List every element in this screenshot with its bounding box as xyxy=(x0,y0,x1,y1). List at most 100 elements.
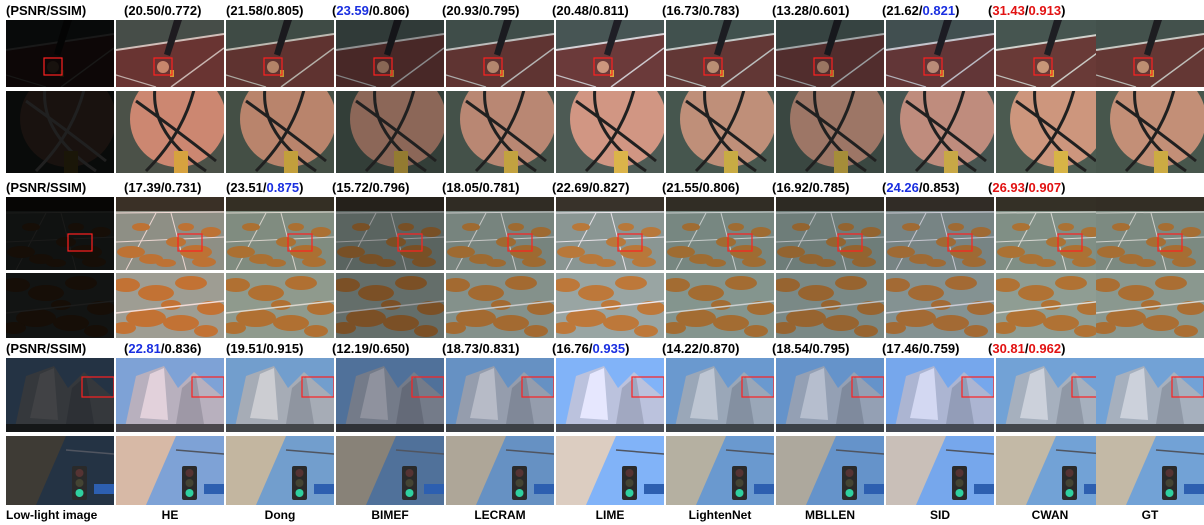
result-image-basketball xyxy=(996,20,1104,87)
ssim-value: 0.601 xyxy=(812,3,846,18)
ssim-value: 0.806 xyxy=(702,180,736,195)
psnr-value: 21.55 xyxy=(666,180,699,195)
result-image-building xyxy=(336,358,444,432)
metric-label: (21.62/0.821) xyxy=(882,3,960,18)
ssim-value: 0.962 xyxy=(1028,341,1062,356)
column-label: CWAN xyxy=(1031,508,1069,522)
psnr-value: 26.93 xyxy=(992,180,1025,195)
result-image-building xyxy=(556,358,664,432)
metric-label: (22.81/0.836) xyxy=(124,341,202,356)
psnr-value: 22.81 xyxy=(128,341,161,356)
result-image-court xyxy=(446,197,554,270)
metric-label: (24.26/0.853) xyxy=(882,180,960,195)
column-label: BIMEF xyxy=(371,508,409,522)
metric-label: (17.39/0.731) xyxy=(124,180,202,195)
psnr-value: 23.59 xyxy=(336,3,369,18)
zoomed-crop-building xyxy=(776,436,884,505)
result-image-building xyxy=(6,358,114,432)
psnr-value: 21.62 xyxy=(886,3,919,18)
zoomed-crop-basketball xyxy=(1096,91,1204,173)
result-image-court xyxy=(6,197,114,270)
metric-label: (19.51/0.915) xyxy=(226,341,304,356)
ssim-value: 0.795 xyxy=(482,3,516,18)
result-image-court xyxy=(336,197,444,270)
metric-label: (14.22/0.870) xyxy=(662,341,740,356)
ssim-value: 0.785 xyxy=(812,180,846,195)
zoomed-crop-building xyxy=(336,436,444,505)
result-image-building xyxy=(996,358,1104,432)
column-label: LIME xyxy=(595,508,625,522)
metric-label: (23.59/0.806) xyxy=(332,3,410,18)
metric-label: (15.72/0.796) xyxy=(332,180,410,195)
metric-label: (12.19/0.650) xyxy=(332,341,410,356)
group-3-header: (PSNR/SSIM) xyxy=(6,341,87,356)
psnr-value: 15.72 xyxy=(336,180,369,195)
ssim-value: 0.836 xyxy=(164,341,198,356)
zoomed-crop-building xyxy=(226,436,334,505)
metric-label: (20.50/0.772) xyxy=(124,3,202,18)
zoomed-crop-basketball xyxy=(776,91,884,173)
metric-label: (16.92/0.785) xyxy=(772,180,850,195)
zoomed-crop-building xyxy=(446,436,554,505)
psnr-value: 22.69 xyxy=(556,180,589,195)
zoomed-crop-court xyxy=(886,273,994,338)
psnr-value: 13.28 xyxy=(776,3,809,18)
result-image-court xyxy=(996,197,1104,270)
column-label: Dong xyxy=(264,508,296,522)
result-image-basketball xyxy=(446,20,554,87)
result-image-building xyxy=(776,358,884,432)
psnr-value: 24.26 xyxy=(886,180,919,195)
zoomed-crop-court xyxy=(666,273,774,338)
metric-label: (13.28/0.601) xyxy=(772,3,850,18)
psnr-value: 16.92 xyxy=(776,180,809,195)
zoomed-crop-basketball xyxy=(446,91,554,173)
zoomed-crop-basketball xyxy=(226,91,334,173)
metric-label: (18.54/0.795) xyxy=(772,341,850,356)
psnr-value: 18.73 xyxy=(446,341,479,356)
ssim-value: 0.805 xyxy=(266,3,300,18)
result-image-building xyxy=(666,358,774,432)
metric-label: (16.73/0.783) xyxy=(662,3,740,18)
result-image-court xyxy=(116,197,224,270)
result-image-basketball xyxy=(336,20,444,87)
psnr-value: 14.22 xyxy=(666,341,699,356)
result-image-basketball xyxy=(776,20,884,87)
column-label: Low-light image xyxy=(6,508,98,522)
zoomed-crop-court xyxy=(336,273,444,338)
ssim-value: 0.821 xyxy=(922,3,956,18)
zoomed-crop-court xyxy=(226,273,334,338)
metric-label: (30.81/0.962) xyxy=(988,341,1066,356)
psnr-value: 20.93 xyxy=(446,3,479,18)
ssim-value: 0.783 xyxy=(702,3,736,18)
psnr-value: 20.48 xyxy=(556,3,589,18)
column-label: MBLLEN xyxy=(805,508,855,522)
zoomed-crop-basketball xyxy=(556,91,664,173)
result-image-court xyxy=(556,197,664,270)
metric-label: (20.93/0.795) xyxy=(442,3,520,18)
result-image-court xyxy=(1096,197,1204,270)
ssim-value: 0.806 xyxy=(372,3,406,18)
result-image-building xyxy=(1096,358,1204,432)
ssim-value: 0.913 xyxy=(1028,3,1062,18)
ssim-value: 0.759 xyxy=(922,341,956,356)
zoomed-crop-basketball xyxy=(886,91,994,173)
zoomed-crop-building xyxy=(556,436,664,505)
zoomed-crop-basketball xyxy=(116,91,224,173)
result-image-basketball xyxy=(1096,20,1204,87)
zoomed-crop-court xyxy=(776,273,884,338)
result-image-basketball xyxy=(226,20,334,87)
metric-label: (20.48/0.811) xyxy=(552,3,629,18)
zoomed-crop-building xyxy=(886,436,994,505)
zoomed-crop-basketball xyxy=(666,91,774,173)
ssim-value: 0.915 xyxy=(266,341,300,356)
metric-label: (31.43/0.913) xyxy=(988,3,1066,18)
ssim-value: 0.853 xyxy=(922,180,956,195)
group-1-header: (PSNR/SSIM) xyxy=(6,3,87,18)
metric-label: (21.55/0.806) xyxy=(662,180,740,195)
psnr-value: 31.43 xyxy=(992,3,1025,18)
result-image-court xyxy=(776,197,884,270)
column-label: LightenNet xyxy=(688,508,752,522)
zoomed-crop-court xyxy=(116,273,224,338)
metric-label: (23.51/0.875) xyxy=(226,180,304,195)
psnr-value: 17.39 xyxy=(128,180,161,195)
